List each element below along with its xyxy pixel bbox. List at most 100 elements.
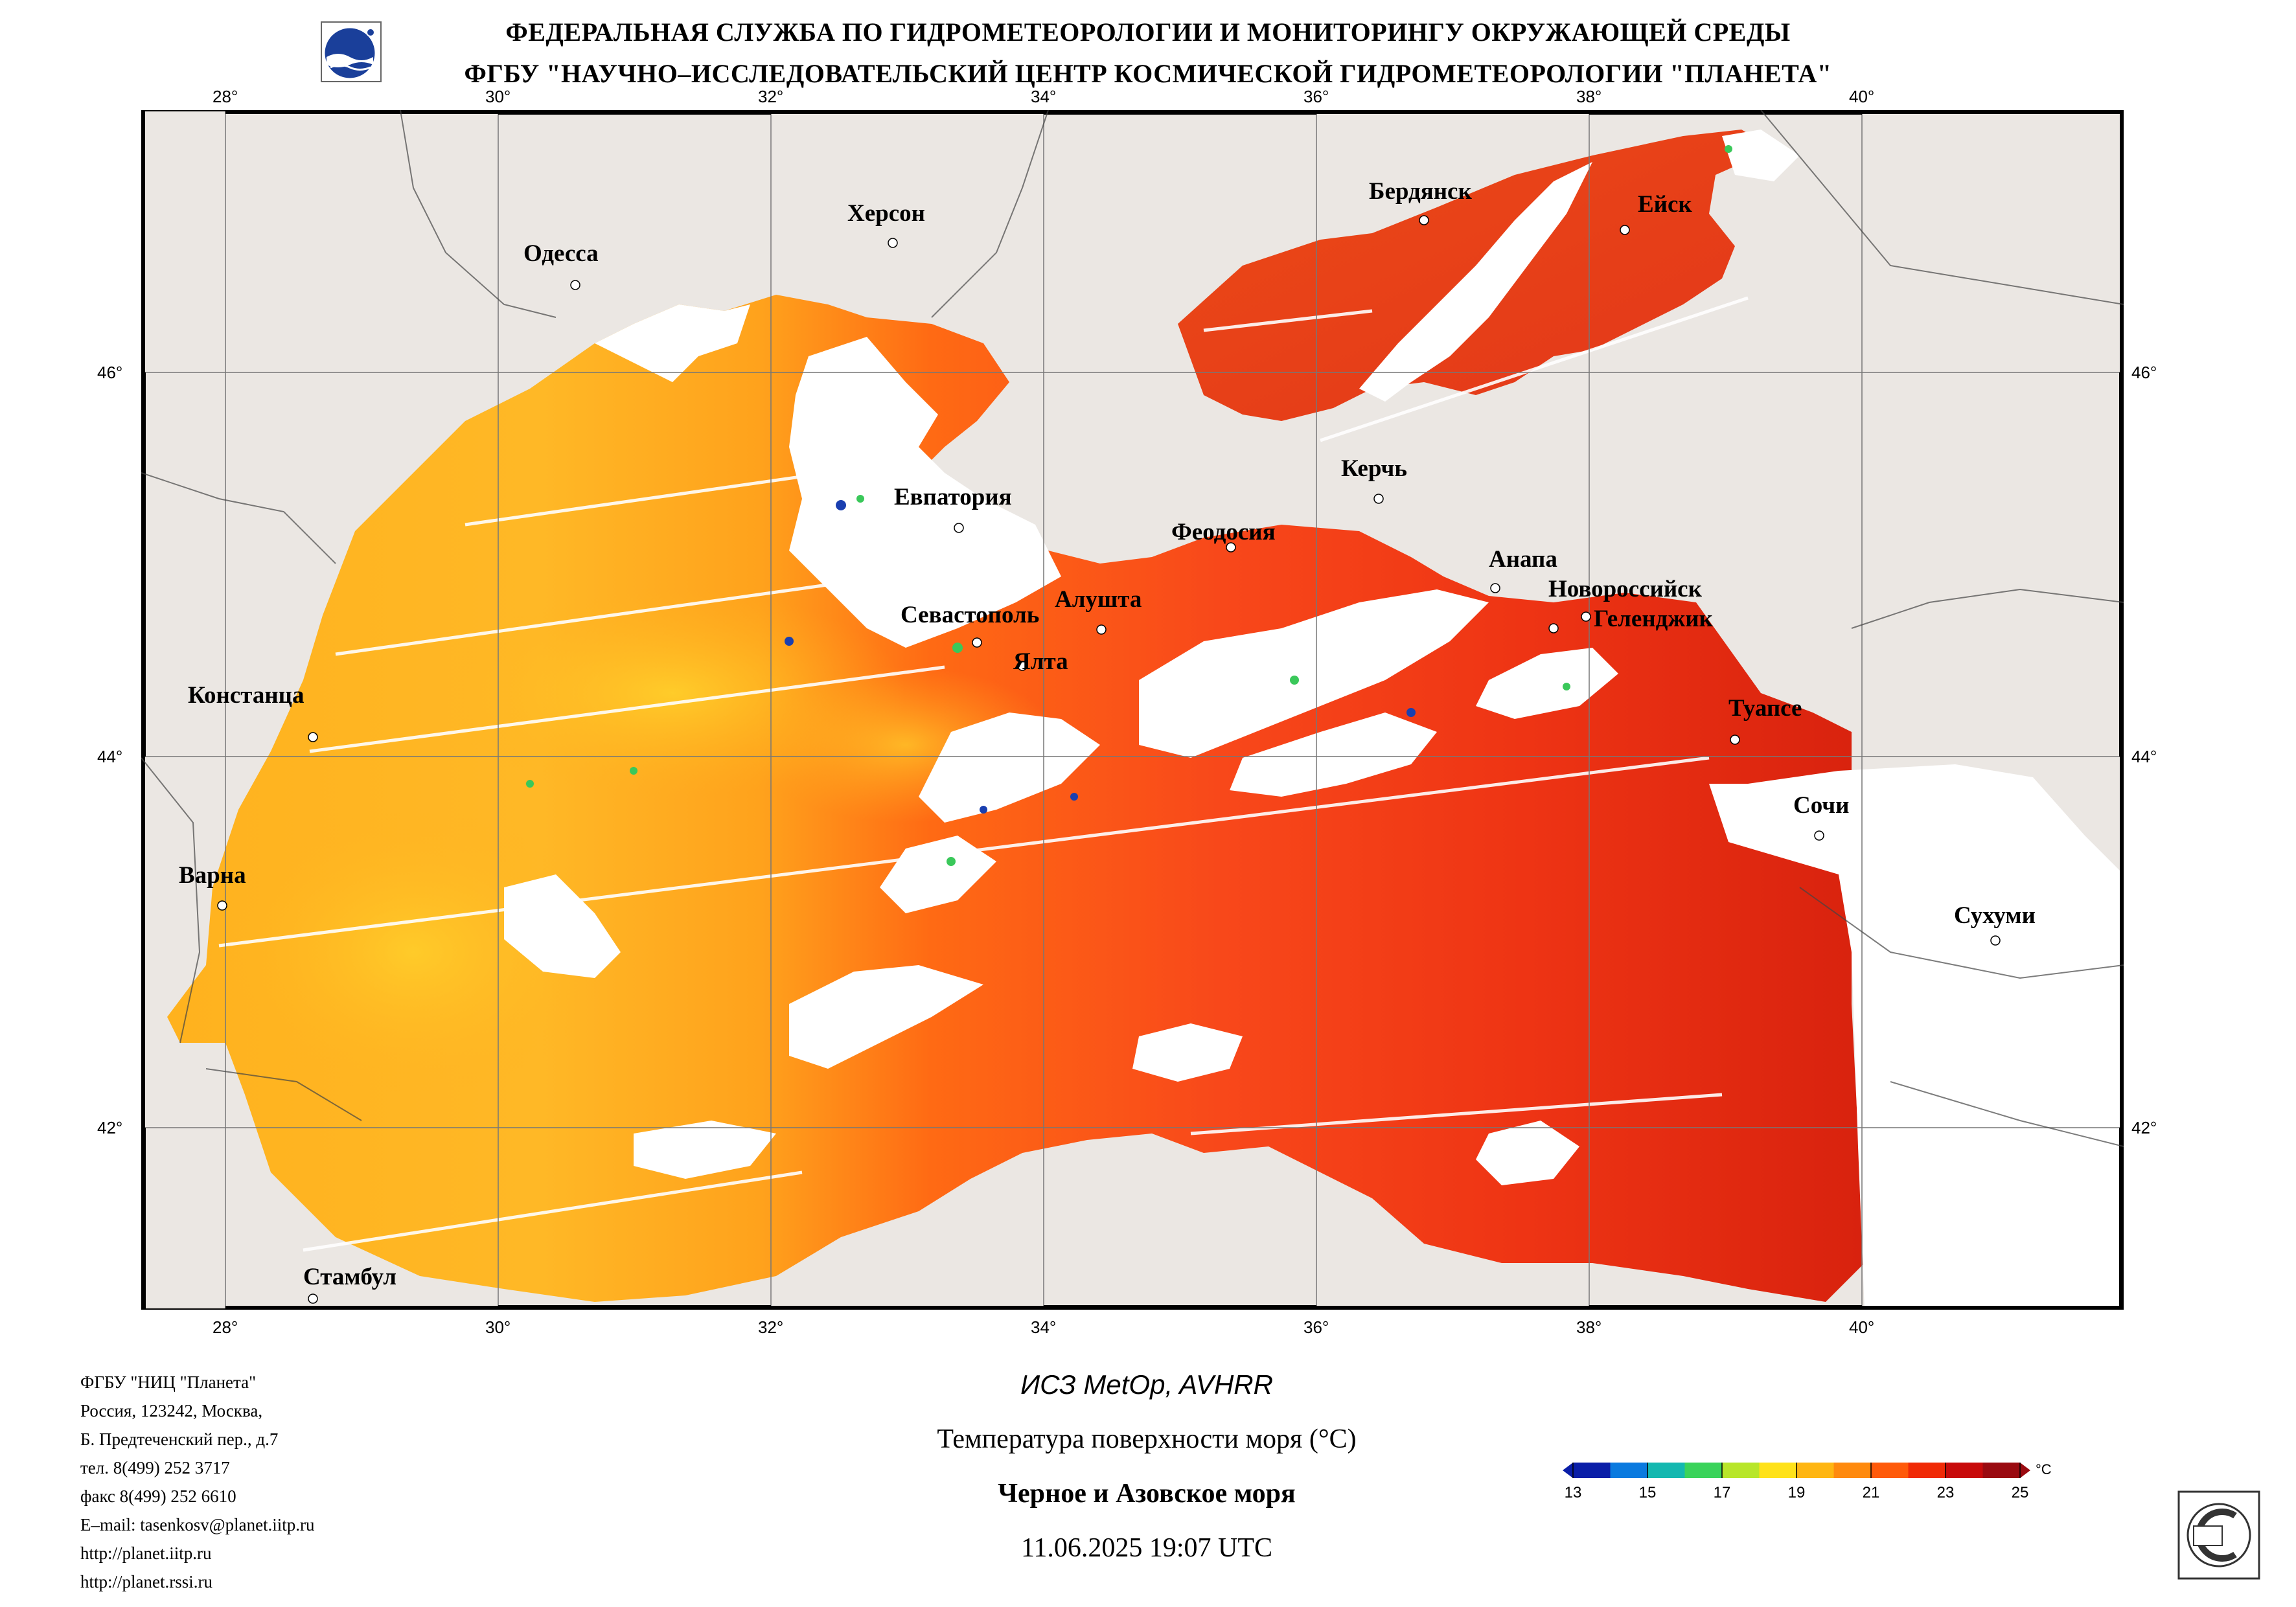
- cold-specks: [526, 145, 1732, 866]
- colorbar-segment: [1610, 1463, 1648, 1478]
- roshydromet-logo: [321, 21, 382, 82]
- lon-label-top: 36°: [1303, 87, 1329, 106]
- cloud-mask: [634, 1121, 776, 1179]
- org-website-1[interactable]: http://planet.iitp.ru: [80, 1544, 212, 1563]
- cloud-mask: [789, 965, 983, 1069]
- lat-label-right: 46°: [2131, 363, 2157, 382]
- sst-colorbar: 13 15 17 19 21 23 25 °С: [1563, 1461, 2052, 1501]
- lon-label-top: 28°: [212, 87, 238, 106]
- city-label-alushta: Алушта: [1055, 586, 1142, 613]
- colorbar-tick-label: 13: [1565, 1484, 1582, 1501]
- colorbar-tick-label: 19: [1788, 1484, 1806, 1501]
- lon-label-bottom: 38°: [1576, 1317, 1602, 1337]
- colorbar-segment: [1573, 1463, 1611, 1478]
- cloud-mask: [1476, 648, 1618, 719]
- city-label-yalta: Ялта: [1013, 648, 1068, 675]
- city-label-gelendzhik: Геленджик: [1594, 606, 1713, 632]
- cool-swirl: [219, 810, 608, 1095]
- city-label-sukhumi: Сухуми: [1954, 902, 2036, 929]
- lon-label-top: 38°: [1576, 87, 1602, 106]
- lon-label-bottom: 28°: [212, 1317, 238, 1337]
- colorbar-min-arrow: [1563, 1463, 1573, 1478]
- cloud-mask: [504, 874, 621, 978]
- iso-certificate-badge: [2177, 1490, 2260, 1580]
- lat-label-left: 46°: [97, 363, 123, 382]
- lat-label-left: 42°: [97, 1118, 123, 1137]
- parameter-name: Температура поверхности моря (°С): [937, 1424, 1357, 1454]
- lon-label-top: 40°: [1849, 87, 1875, 106]
- sst-map-canvas: [141, 110, 2124, 1310]
- cloud-mask: [595, 304, 750, 382]
- header-line-2: ФГБУ "НАУЧНО–ИССЛЕДОВАТЕЛЬСКИЙ ЦЕНТР КОС…: [464, 59, 1832, 88]
- lon-label-top: 32°: [758, 87, 784, 106]
- city-label-novorossiysk: Новороссийск: [1548, 576, 1702, 602]
- city-label-berdyansk: Бердянск: [1369, 178, 1472, 205]
- borders: [141, 110, 2124, 1147]
- observation-datetime: 11.06.2025 19:07 UTC: [1020, 1533, 1273, 1563]
- colorbar-segment: [1982, 1463, 2021, 1478]
- colorbar-segment: [1908, 1463, 1946, 1478]
- city-markers: [217, 215, 2001, 1304]
- lon-label-top: 34°: [1031, 87, 1057, 106]
- cloud-mask: [1132, 1023, 1243, 1082]
- city-label-anapa: Анапа: [1489, 546, 1557, 573]
- city-label-evpatoria: Евпатория: [894, 484, 1012, 510]
- sst-map: Одесса Херсон Бердянск Ейск Евпатория Ке…: [141, 110, 2124, 1310]
- city-label-tuapse: Туапсе: [1728, 695, 1802, 722]
- page-header: ФЕДЕРАЛЬНАЯ СЛУЖБА ПО ГИДРОМЕТЕОРОЛОГИИ …: [0, 12, 2296, 95]
- cloud-mask: [1230, 712, 1437, 797]
- org-address-1: Россия, 123242, Москва,: [80, 1401, 263, 1420]
- city-label-sochi: Сочи: [1793, 792, 1850, 819]
- city-label-constanta: Констанца: [188, 682, 304, 709]
- map-frame-thick: [141, 110, 2124, 1310]
- cloud-mask: [1476, 1121, 1579, 1185]
- cloud-mask: [789, 337, 1061, 648]
- colorbar-max-arrow: [2020, 1463, 2030, 1478]
- no-data-swath: [1709, 764, 2124, 1310]
- org-phone: тел. 8(499) 252 3717: [80, 1458, 230, 1477]
- lon-label-bottom: 36°: [1303, 1317, 1329, 1337]
- colorbar-segment: [1797, 1463, 1834, 1478]
- lat-label-right: 44°: [2131, 747, 2157, 766]
- organization-info: ФГБУ "НИЦ "Планета" Россия, 123242, Моск…: [80, 1368, 315, 1596]
- colorbar-tick-label: 21: [1863, 1484, 1880, 1501]
- colorbar-tick-label: 17: [1714, 1484, 1731, 1501]
- org-address-2: Б. Предтеченский пер., д.7: [80, 1430, 279, 1449]
- city-label-feodosia: Феодосия: [1171, 519, 1276, 545]
- lon-label-bottom: 40°: [1849, 1317, 1875, 1337]
- lon-label-bottom: 34°: [1031, 1317, 1057, 1337]
- colorbar-tick-label: 23: [1937, 1484, 1955, 1501]
- colorbar-segment: [1833, 1463, 1872, 1478]
- city-label-odessa: Одесса: [523, 240, 599, 267]
- city-label-varna: Варна: [179, 862, 246, 889]
- lon-label-bottom: 32°: [758, 1317, 784, 1337]
- cloud-mask: [880, 836, 996, 913]
- colorbar-segment: [1871, 1463, 1909, 1478]
- swath-lines: [218, 296, 1749, 1252]
- region-name: Черное и Азовское моря: [998, 1479, 1296, 1509]
- satellite-sensor: ИСЗ MetOp, AVHRR: [1020, 1369, 1273, 1400]
- lon-label-bottom: 30°: [485, 1317, 511, 1337]
- product-info: ИСЗ MetOp, AVHRR Температура поверхности…: [764, 1358, 1529, 1575]
- lat-label-left: 44°: [97, 747, 123, 766]
- colorbar-segment: [1946, 1463, 1983, 1478]
- colorbar-segment: [1759, 1463, 1797, 1478]
- org-fax: факс 8(499) 252 6610: [80, 1487, 236, 1506]
- graticule: [141, 110, 2124, 1310]
- org-name: ФГБУ "НИЦ "Планета": [80, 1373, 257, 1392]
- city-label-kerch: Керчь: [1341, 455, 1407, 482]
- org-email[interactable]: E–mail: tasenkosv@planet.iitp.ru: [80, 1515, 315, 1534]
- header-line-1: ФЕДЕРАЛЬНАЯ СЛУЖБА ПО ГИДРОМЕТЕОРОЛОГИИ …: [505, 17, 1791, 47]
- city-label-kherson: Херсон: [847, 200, 925, 227]
- org-website-2[interactable]: http://planet.rssi.ru: [80, 1572, 212, 1591]
- colorbar-tick-label: 25: [2012, 1484, 2029, 1501]
- lon-label-top: 30°: [485, 87, 511, 106]
- cloud-mask: [1359, 162, 1592, 402]
- colorbar-segment: [1647, 1463, 1685, 1478]
- cloud-mask: [1139, 589, 1489, 758]
- cloud-mask: [1722, 130, 1800, 181]
- lat-label-right: 42°: [2131, 1118, 2157, 1137]
- colorbar-tick-label: 15: [1639, 1484, 1657, 1501]
- city-label-eysk: Ейск: [1638, 191, 1692, 218]
- city-label-istanbul: Стамбул: [303, 1264, 396, 1290]
